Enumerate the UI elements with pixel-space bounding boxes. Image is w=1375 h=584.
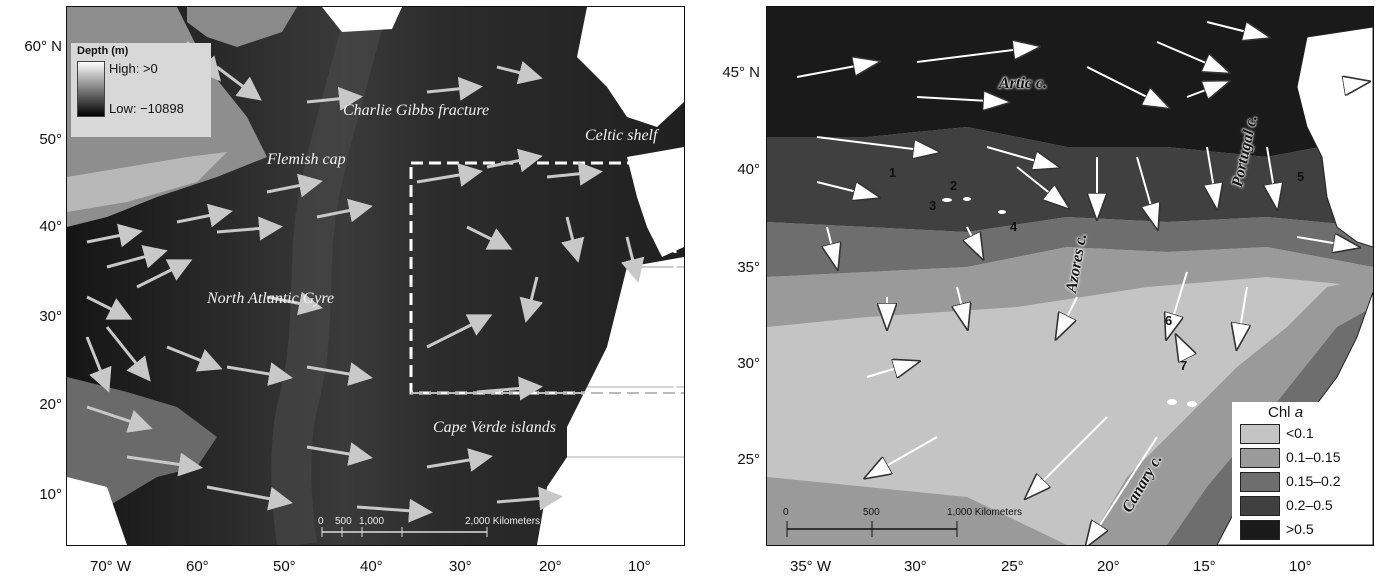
right-scale-1000: 1,000 Kilometers (947, 507, 1023, 518)
chl-swatch (1240, 472, 1280, 492)
chl-south-low (767, 477, 1067, 545)
left-xtick: 60° (186, 558, 209, 575)
chl-band-mid (767, 217, 1373, 277)
chl-legend-label: >0.5 (1286, 521, 1314, 537)
chl-legend-row: 0.15–0.2 (1240, 472, 1370, 492)
left-xtick: 30° (449, 558, 472, 575)
right-xtick: 15° (1193, 558, 1216, 575)
left-scale-bar (321, 527, 488, 537)
right-xtick: 10° (1289, 558, 1312, 575)
site-marker-5: 5 (1297, 169, 1305, 184)
right-ytick: 30° (737, 355, 760, 372)
chl-legend-label: <0.1 (1286, 425, 1314, 441)
chl-legend-title-italic: a (1294, 404, 1304, 421)
site-marker-6: 6 (1165, 313, 1173, 328)
europe-north-land (577, 7, 684, 127)
chl-legend-row: 0.1–0.15 (1240, 448, 1370, 468)
left-scale-500: 500 (335, 516, 352, 527)
chl-swatch (1240, 448, 1280, 468)
left-ytick: 50° (39, 131, 62, 148)
bathymetry-map: Depth (m) High: >0 Low: −10898 Charlie G… (66, 6, 685, 546)
label-cape-verde: Cape Verde islands (433, 419, 556, 436)
site-marker-4: 4 (1010, 219, 1018, 234)
continental-shelf (67, 152, 227, 212)
bathymetry-graphics (67, 7, 684, 545)
chl-swatch (1240, 496, 1280, 516)
chl-legend-title: Chl a (1268, 404, 1303, 421)
chl-legend-label: 0.2–0.5 (1286, 497, 1333, 513)
depth-legend-title: Depth (m) (77, 45, 129, 57)
africa-land (537, 257, 684, 545)
chl-legend-title-text: Chl (1268, 404, 1295, 421)
right-scale-500: 500 (863, 507, 880, 518)
right-xtick: 20° (1097, 558, 1120, 575)
chl-legend-label: 0.15–0.2 (1286, 473, 1341, 489)
right-xtick: 35° W (790, 558, 832, 575)
site-marker-1: 1 (889, 165, 897, 180)
chl-legend-row: 0.2–0.5 (1240, 496, 1370, 516)
depth-legend: Depth (m) High: >0 Low: −10898 (71, 43, 211, 137)
current-arrows (85, 41, 645, 523)
right-ytick: 40° (737, 161, 760, 178)
label-celtic-shelf: Celtic shelf (585, 127, 658, 144)
left-scale-1000: 1,000 (359, 516, 385, 527)
chl-legend-label: 0.1–0.15 (1286, 449, 1341, 465)
left-xtick: 10° (628, 558, 651, 575)
current-arrows-outlined (796, 21, 1367, 545)
right-ytick: 45° N (722, 64, 760, 81)
site-marker-3: 3 (929, 198, 937, 213)
left-xtick: 40° (360, 558, 383, 575)
chl-legend-row: <0.1 (1240, 424, 1370, 444)
left-xtick: 20° (539, 558, 562, 575)
chl-legend-row: >0.5 (1240, 520, 1370, 540)
right-scale-bar (786, 521, 958, 537)
label-charlie-gibbs: Charlie Gibbs fracture (343, 102, 490, 119)
right-scale-0: 0 (783, 507, 789, 518)
left-ytick: 10° (39, 486, 62, 503)
site-marker-7: 7 (1180, 358, 1188, 373)
right-xtick: 25° (1001, 558, 1024, 575)
left-ytick: 60° N (24, 38, 62, 55)
left-xtick: 70° W (90, 558, 132, 575)
label-artic-current: Artic c. (999, 75, 1047, 92)
iceland-land (322, 7, 402, 32)
border-lines (567, 386, 684, 458)
chlorophyll-legend: Chl a <0.1 0.1–0.15 0.15–0.2 0.2–0.5 >0.… (1232, 402, 1370, 544)
left-ytick: 30° (39, 308, 62, 325)
south-america-land (67, 477, 127, 545)
left-scale-2000: 2,000 Kilometers (465, 516, 541, 527)
chl-swatch (1240, 520, 1280, 540)
left-ytick: 20° (39, 396, 62, 413)
chl-band-high (767, 7, 1373, 157)
depth-legend-low: Low: −10898 (109, 101, 184, 116)
site-marker-2: 2 (950, 178, 958, 193)
chl-band-low (767, 247, 1373, 327)
left-ytick: 40° (39, 218, 62, 235)
depth-legend-high: High: >0 (109, 61, 158, 76)
iberia-land (627, 147, 684, 257)
label-flemish-cap: Flemish cap (267, 151, 346, 168)
right-ytick: 25° (737, 451, 760, 468)
right-ytick: 35° (737, 259, 760, 276)
label-north-atlantic-gyre: North Atlantic Gyre (207, 290, 335, 307)
study-area-box (409, 161, 677, 395)
depth-gradient-swatch (77, 61, 105, 117)
greenland-land (187, 7, 297, 47)
islands (942, 197, 1197, 407)
left-xtick: 50° (273, 558, 296, 575)
right-xtick: 30° (904, 558, 927, 575)
left-scale-0: 0 (318, 516, 324, 527)
chl-swatch (1240, 424, 1280, 444)
